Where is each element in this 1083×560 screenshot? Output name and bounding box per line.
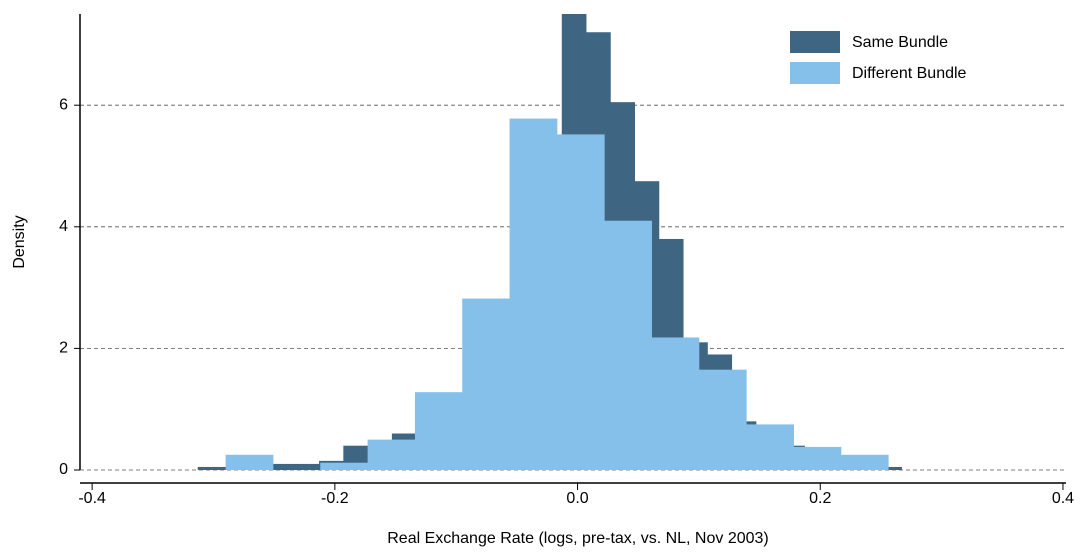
histogram-bar xyxy=(320,462,369,470)
histogram-bar xyxy=(462,298,510,470)
x-tick-label: -0.4 xyxy=(78,490,106,507)
histogram-bar xyxy=(604,220,652,470)
histogram-bar xyxy=(698,369,747,470)
x-tick-label: 0.2 xyxy=(809,490,831,507)
x-tick-label: 0.0 xyxy=(566,490,588,507)
legend-label: Different Bundle xyxy=(852,65,967,82)
histogram-bar xyxy=(840,454,889,470)
histogram-bar xyxy=(793,446,842,470)
y-tick-label: 0 xyxy=(59,461,68,478)
y-tick-label: 2 xyxy=(59,340,68,357)
histogram-bar xyxy=(651,337,700,470)
y-axis-label: Density xyxy=(11,215,28,268)
histogram-bar xyxy=(367,439,416,470)
x-axis-label: Real Exchange Rate (logs, pre-tax, vs. N… xyxy=(387,530,769,547)
y-tick-label: 4 xyxy=(59,218,68,235)
histogram-bar xyxy=(746,424,794,470)
x-tick-label: -0.2 xyxy=(321,490,349,507)
x-tick-label: 0.4 xyxy=(1052,490,1074,507)
histogram-bar xyxy=(509,118,558,471)
histogram-bar xyxy=(414,392,463,470)
histogram-bar xyxy=(197,466,223,470)
histogram-bar xyxy=(225,454,274,470)
histogram-bar xyxy=(877,466,902,470)
legend-swatch xyxy=(790,62,840,84)
y-tick-label: 6 xyxy=(59,96,68,113)
legend-label: Same Bundle xyxy=(852,34,948,51)
histogram-bar xyxy=(270,463,296,470)
legend-swatch xyxy=(790,31,840,53)
histogram-bar xyxy=(556,134,605,470)
histogram-bar xyxy=(294,463,320,470)
